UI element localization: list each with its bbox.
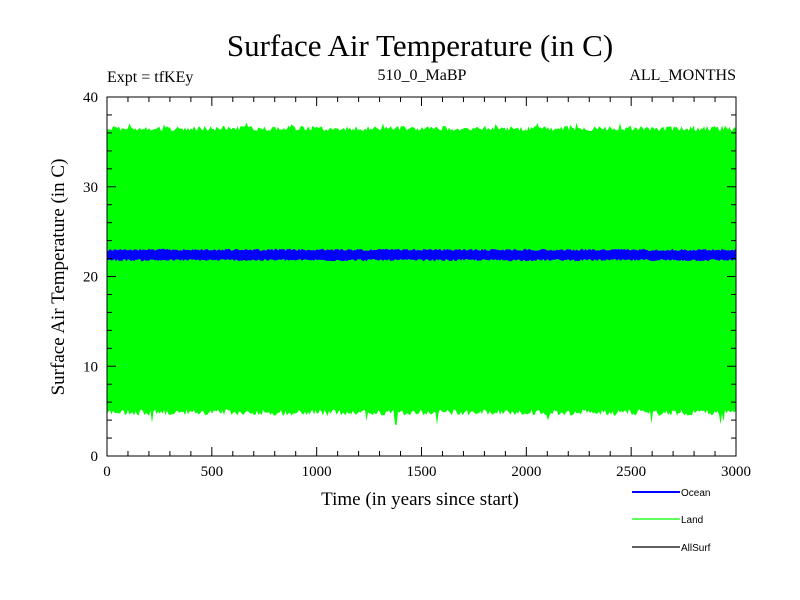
y-tick-label: 20 bbox=[83, 270, 98, 286]
y-tick-label: 30 bbox=[83, 180, 98, 196]
y-axis-label: Surface Air Temperature (in C) bbox=[48, 159, 69, 396]
x-tick-label: 0 bbox=[103, 464, 111, 480]
x-tick-label: 500 bbox=[201, 464, 224, 480]
x-axis: 0 500 1000 1500 2000 2500 3000 bbox=[103, 97, 751, 480]
ocean-series bbox=[107, 248, 736, 262]
y-tick-label: 0 bbox=[91, 449, 99, 465]
chart-title: Surface Air Temperature (in C) bbox=[227, 28, 613, 63]
land-series bbox=[107, 122, 736, 426]
x-tick-label: 1000 bbox=[302, 464, 332, 480]
experiment-label: Expt = tfKEy bbox=[107, 69, 193, 86]
x-tick-label: 2500 bbox=[616, 464, 646, 480]
legend-label-allsurf: AllSurf bbox=[681, 543, 711, 554]
x-tick-label: 2000 bbox=[511, 464, 541, 480]
x-tick-label: 3000 bbox=[721, 464, 751, 480]
legend-label-land: Land bbox=[681, 515, 703, 526]
legend-label-ocean: Ocean bbox=[681, 488, 710, 499]
land-band bbox=[107, 122, 736, 426]
ocean-band bbox=[107, 248, 736, 262]
plot-area bbox=[106, 96, 737, 457]
y-axis: 0 10 20 30 40 bbox=[83, 90, 736, 465]
run-label: 510_0_MaBP bbox=[378, 67, 467, 84]
y-tick-label: 40 bbox=[83, 90, 98, 106]
months-label: ALL_MONTHS bbox=[629, 67, 736, 84]
x-tick-label: 1500 bbox=[407, 464, 437, 480]
x-axis-label: Time (in years since start) bbox=[321, 489, 519, 510]
y-tick-label: 10 bbox=[83, 359, 98, 375]
legend: Ocean Land AllSurf bbox=[632, 488, 711, 554]
